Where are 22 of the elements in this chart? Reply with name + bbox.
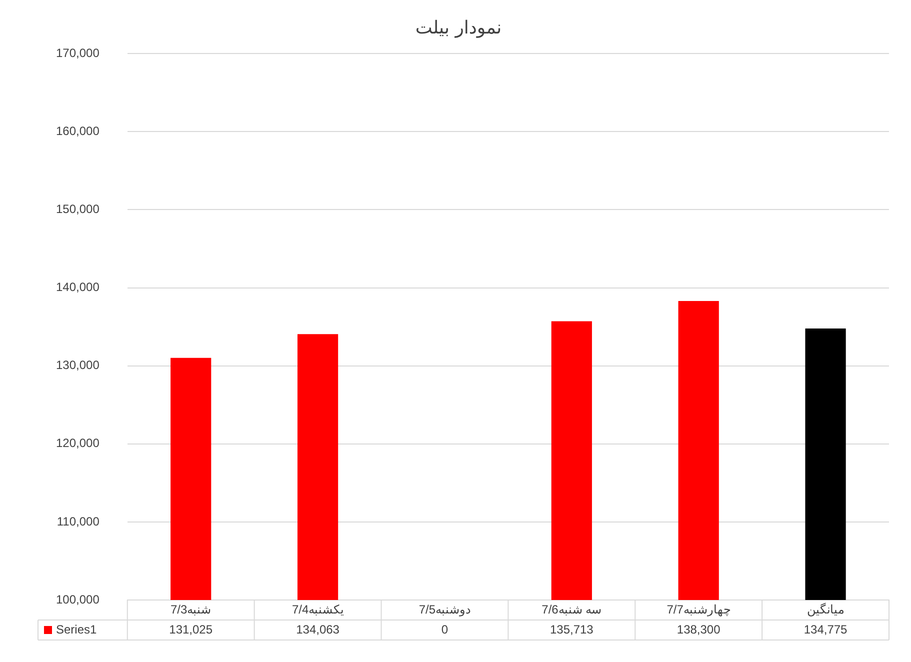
data-label: 134,063 (296, 622, 340, 636)
y-tick-label: 170,000 (56, 46, 100, 60)
data-label: 134,775 (804, 622, 848, 636)
x-tick-label: چهارشنبه7/7 (666, 602, 730, 616)
x-tick-label: یکشنبه7/4 (292, 602, 344, 616)
data-label: 138,300 (676, 622, 721, 636)
legend-label: Series1 (56, 622, 98, 636)
data-label: 131,025 (169, 622, 213, 636)
text: 0 (441, 622, 448, 636)
x-tick-label: دوشنبه7/5 (418, 602, 471, 616)
y-tick-label: 110,000 (56, 514, 100, 528)
y-tick-label: 160,000 (56, 124, 100, 138)
y-tick-label: 150,000 (56, 202, 100, 216)
y-tick-label: 140,000 (56, 280, 100, 294)
data-label: 135,713 (550, 622, 594, 636)
x-tick-label: سه شنبه7/6 (542, 602, 602, 616)
chart-title: نمودار بیلت (415, 17, 502, 38)
y-tick-label: 100,000 (56, 592, 100, 606)
x-tick-label: میانگین (807, 602, 844, 616)
y-tick-label: 130,000 (56, 358, 100, 372)
y-tick-label: 120,000 (56, 436, 100, 450)
x-tick-label: شنبه7/3 (170, 602, 212, 616)
